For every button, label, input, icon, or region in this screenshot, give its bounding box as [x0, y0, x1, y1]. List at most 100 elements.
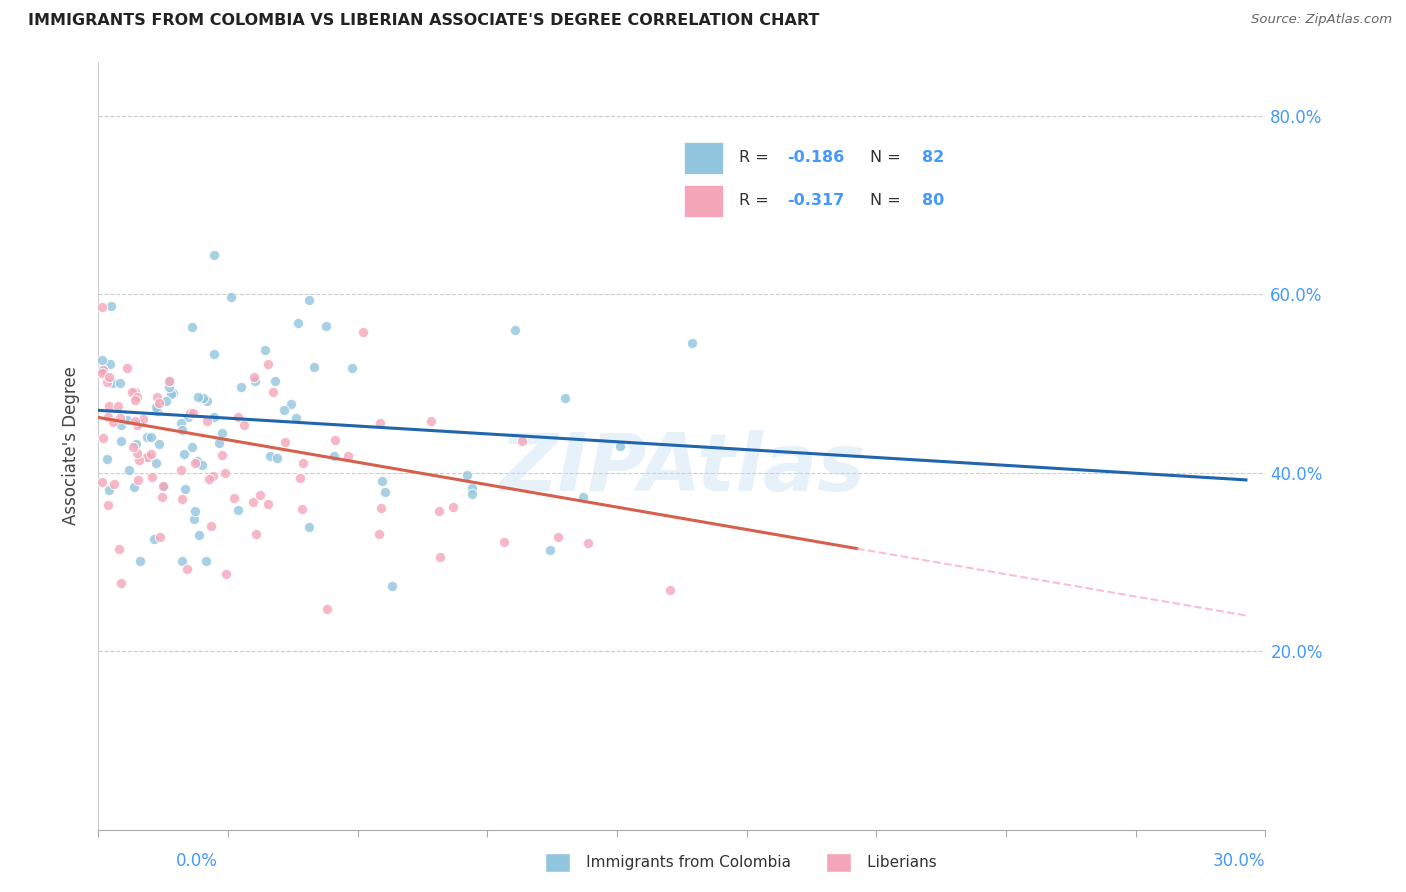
- Point: [128, 416, 150, 430]
- Text: 0.0%: 0.0%: [176, 852, 218, 870]
- Point: [420, 414, 443, 428]
- Point: [170, 416, 193, 430]
- Point: [152, 479, 174, 493]
- Point: [340, 360, 363, 375]
- Point: [143, 533, 166, 547]
- Point: [124, 392, 146, 407]
- Point: [291, 502, 314, 516]
- Point: [243, 374, 266, 388]
- Point: [195, 414, 218, 428]
- Point: [91, 475, 114, 489]
- Point: [110, 376, 132, 390]
- Point: [174, 482, 197, 496]
- Point: [231, 380, 253, 394]
- Point: [91, 361, 114, 376]
- Point: [249, 488, 271, 502]
- Point: [184, 456, 207, 470]
- Point: [148, 396, 170, 410]
- Point: [368, 417, 391, 431]
- Point: [609, 439, 631, 453]
- Point: [208, 436, 231, 450]
- Point: [118, 463, 141, 477]
- Text: N =: N =: [870, 193, 905, 208]
- Point: [103, 376, 125, 391]
- Point: [157, 374, 180, 388]
- Point: [124, 414, 146, 428]
- Point: [122, 441, 145, 455]
- Point: [141, 470, 163, 484]
- Point: [96, 376, 118, 390]
- Point: [202, 346, 225, 360]
- Point: [170, 491, 193, 506]
- Point: [554, 391, 576, 405]
- Point: [381, 579, 404, 593]
- Point: [107, 399, 129, 413]
- Point: [259, 449, 281, 463]
- Point: [96, 452, 118, 467]
- Point: [202, 248, 225, 262]
- Point: [460, 487, 482, 501]
- Text: -0.317: -0.317: [787, 193, 845, 208]
- Point: [98, 370, 121, 384]
- Point: [429, 550, 451, 565]
- Point: [257, 357, 280, 371]
- Point: [242, 495, 264, 509]
- Point: [125, 446, 148, 460]
- Point: [155, 393, 177, 408]
- Point: [323, 449, 346, 463]
- Point: [170, 423, 193, 437]
- Point: [110, 434, 132, 449]
- Text: Liberians: Liberians: [832, 855, 936, 870]
- Point: [242, 370, 264, 384]
- Point: [219, 291, 242, 305]
- Point: [232, 418, 254, 433]
- Point: [288, 471, 311, 485]
- Point: [538, 542, 561, 557]
- Point: [98, 357, 121, 371]
- Point: [101, 416, 124, 430]
- Point: [658, 582, 681, 597]
- Point: [245, 527, 267, 541]
- Point: [262, 384, 284, 399]
- Point: [571, 490, 593, 504]
- Point: [138, 450, 160, 465]
- Point: [427, 504, 450, 518]
- Point: [121, 384, 143, 399]
- Bar: [683, 142, 724, 174]
- Point: [91, 363, 114, 377]
- Point: [370, 500, 392, 515]
- Point: [122, 480, 145, 494]
- Point: [352, 325, 374, 339]
- Text: 30.0%: 30.0%: [1213, 852, 1265, 870]
- Point: [298, 520, 321, 534]
- Point: [188, 528, 211, 542]
- Point: [150, 490, 173, 504]
- Point: [191, 458, 214, 472]
- Point: [222, 491, 245, 506]
- Point: [226, 503, 249, 517]
- Point: [292, 456, 315, 470]
- Point: [195, 554, 218, 568]
- Point: [215, 567, 238, 582]
- Point: [145, 456, 167, 470]
- Point: [461, 481, 484, 495]
- Point: [257, 497, 280, 511]
- Point: [97, 399, 120, 413]
- Point: [125, 390, 148, 404]
- Point: [148, 437, 170, 451]
- Point: [149, 530, 172, 544]
- Point: [125, 417, 148, 432]
- Point: [170, 553, 193, 567]
- Text: N =: N =: [870, 150, 905, 165]
- Point: [173, 447, 195, 461]
- Point: [254, 343, 277, 357]
- Point: [681, 336, 703, 351]
- Text: Immigrants from Colombia: Immigrants from Colombia: [551, 855, 790, 870]
- Text: R =: R =: [738, 193, 773, 208]
- Point: [176, 562, 198, 576]
- Point: [304, 360, 326, 375]
- Point: [202, 409, 225, 424]
- Point: [266, 451, 288, 466]
- Point: [298, 293, 321, 308]
- Text: -0.186: -0.186: [787, 150, 845, 165]
